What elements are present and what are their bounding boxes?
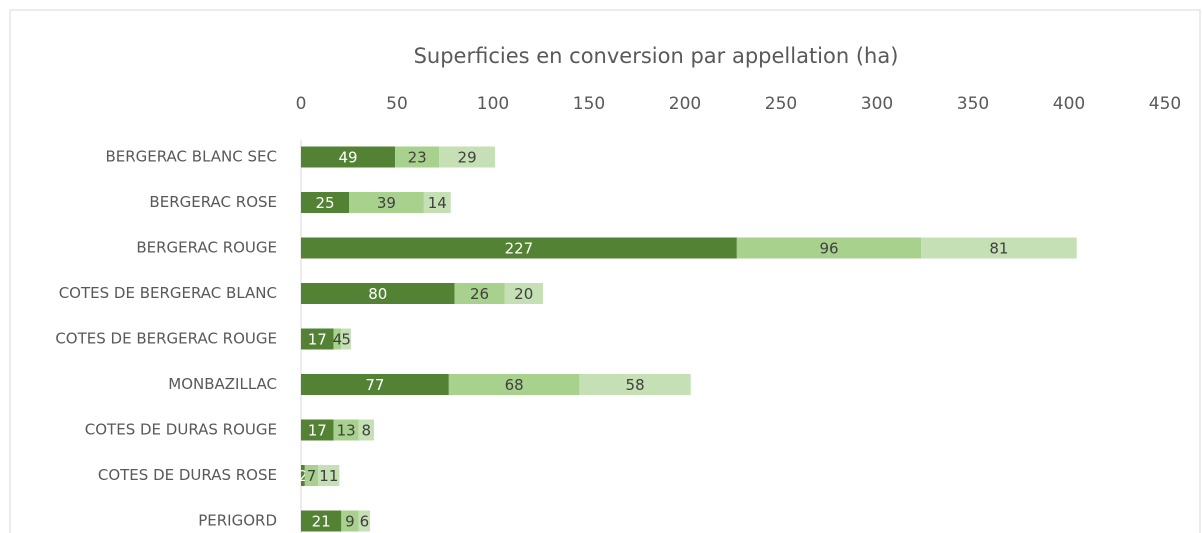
y-tick-label: COTES DE DURAS ROSE (98, 466, 277, 484)
data-label: 68 (505, 376, 524, 394)
data-label: 23 (408, 149, 427, 167)
y-tick-label: PERIGORD (198, 512, 277, 530)
chart-title: Superficies en conversion par appellatio… (414, 44, 899, 68)
x-tick-label: 0 (296, 94, 307, 114)
data-label: 5 (341, 331, 351, 349)
x-tick-label: 350 (957, 94, 989, 114)
bar-segment (504, 283, 543, 304)
data-label: 8 (362, 422, 372, 440)
y-tick-label: BERGERAC ROSE (149, 193, 277, 211)
data-label: 39 (377, 194, 396, 212)
bar-segment (333, 328, 342, 350)
bar-segment (301, 192, 349, 213)
x-tick-label: 300 (861, 94, 893, 114)
bar-segment (301, 374, 449, 395)
bar-segment (341, 328, 351, 350)
bar-segment (333, 419, 359, 441)
bar-segment (358, 510, 371, 532)
data-label: 77 (365, 376, 384, 394)
y-tick-label: COTES DE DURAS ROUGE (85, 421, 277, 439)
x-tick-label: 200 (669, 94, 701, 114)
bar-segment (301, 328, 334, 350)
data-label: 4 (333, 331, 343, 349)
bar-segment (423, 192, 451, 213)
bar-segment (301, 510, 342, 532)
data-label: 29 (458, 149, 477, 167)
data-label: 49 (338, 149, 357, 167)
bar-segment (448, 374, 580, 395)
data-label: 20 (514, 285, 533, 303)
y-tick-label: BERGERAC BLANC SEC (105, 148, 277, 166)
data-label: 21 (312, 513, 331, 531)
bar-segment (301, 419, 334, 441)
bar-segment (301, 146, 396, 168)
data-label: 81 (989, 240, 1008, 258)
data-label: 6 (360, 513, 370, 531)
data-label: 17 (308, 422, 327, 440)
bar-segment (439, 146, 495, 168)
y-tick-label: MONBAZILLAC (168, 375, 277, 393)
x-tick-label: 100 (477, 94, 509, 114)
bar-segment (579, 374, 691, 395)
bar-segment (454, 283, 505, 304)
y-tick-label: COTES DE BERGERAC ROUGE (55, 330, 277, 348)
data-label: 227 (505, 240, 534, 258)
data-label: 17 (308, 331, 327, 349)
bar-segment (304, 465, 319, 486)
bar-segment (358, 419, 374, 441)
bar-segment (301, 465, 305, 486)
data-label: 13 (337, 422, 356, 440)
chart-border (9, 9, 1201, 533)
x-tick-label: 400 (1053, 94, 1085, 114)
bar-segment (301, 283, 455, 304)
data-label: 2 (298, 467, 308, 485)
y-tick-label: COTES DE BERGERAC BLANC (59, 284, 277, 302)
data-label: 7 (307, 467, 317, 485)
data-label: 25 (315, 194, 334, 212)
data-label: 9 (345, 513, 355, 531)
data-label: 58 (626, 376, 645, 394)
bar-segment (349, 192, 424, 213)
bar-segment (341, 510, 359, 532)
bar-segment (318, 465, 340, 486)
x-tick-label: 150 (573, 94, 605, 114)
bar-segment (736, 237, 922, 259)
data-label: 14 (428, 194, 447, 212)
bar-segment (395, 146, 440, 168)
data-label: 80 (368, 285, 387, 303)
x-tick-label: 50 (386, 94, 408, 114)
data-label: 26 (470, 285, 489, 303)
y-tick-label: BERGERAC ROUGE (136, 239, 277, 257)
data-label: 11 (319, 467, 338, 485)
x-tick-label: 450 (1149, 94, 1181, 114)
bar-segment (921, 237, 1077, 259)
bar-segment (301, 237, 737, 259)
data-label: 96 (819, 240, 838, 258)
x-tick-label: 250 (765, 94, 797, 114)
